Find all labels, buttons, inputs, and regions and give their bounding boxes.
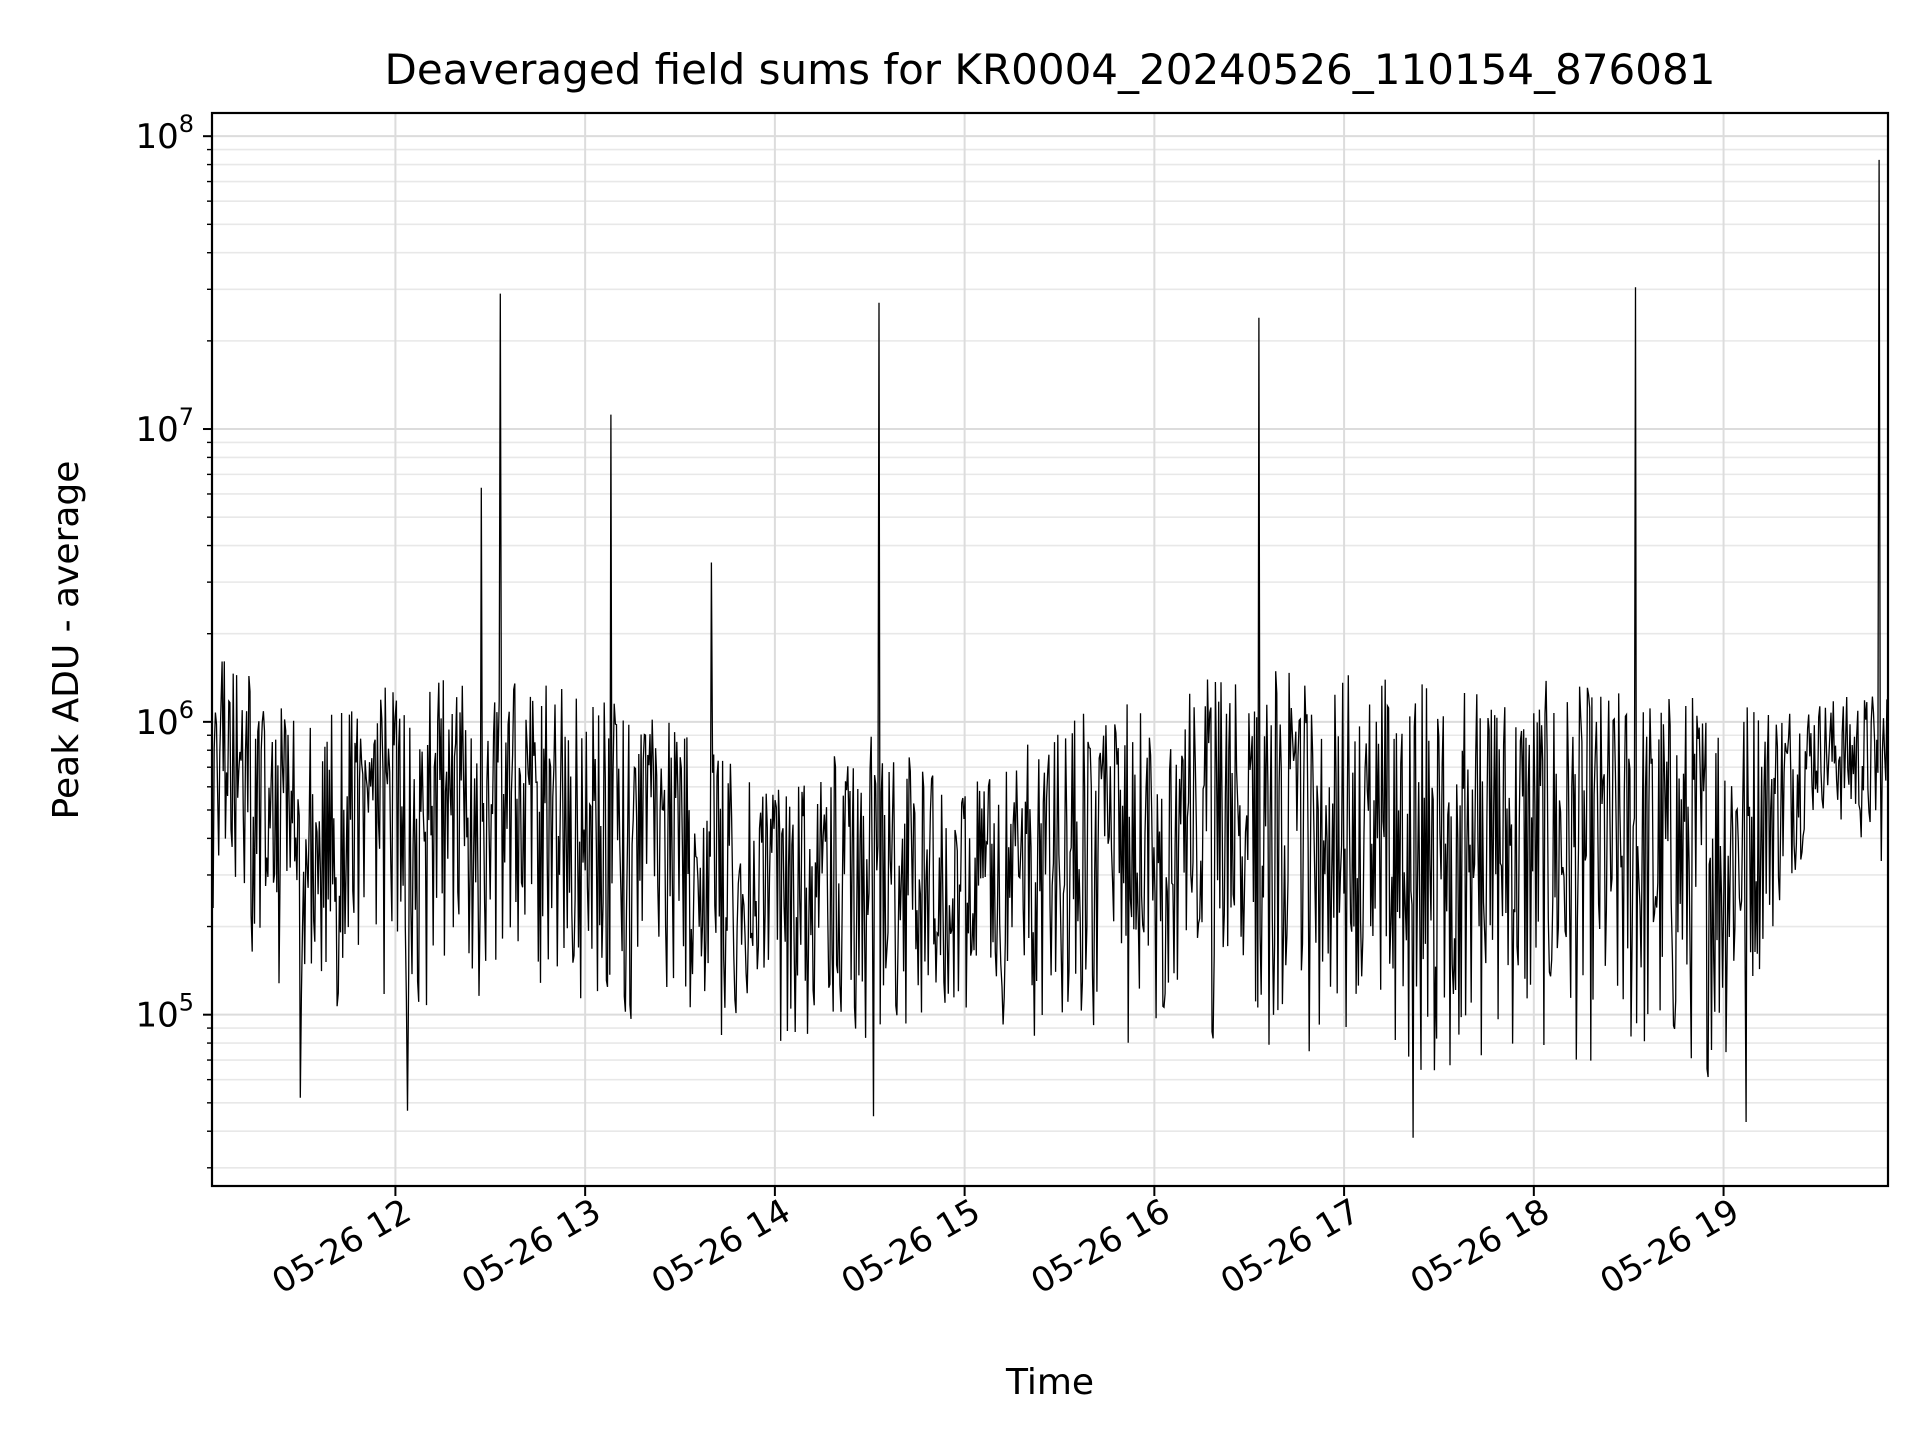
y-tick-label: 107: [135, 403, 194, 450]
y-tick-label: 105: [135, 989, 194, 1036]
plot-frame: [210, 111, 1890, 1188]
y-tick-label: 108: [135, 110, 194, 157]
chart-title: Deaveraged field sums for KR0004_2024052…: [385, 45, 1716, 94]
series-line: [211, 159, 1889, 1138]
x-axis-label: Time: [1005, 1362, 1094, 1403]
y-tick-label: 106: [135, 696, 194, 743]
series-group: [211, 159, 1889, 1138]
y-axis-label: Peak ADU - average: [46, 461, 87, 820]
